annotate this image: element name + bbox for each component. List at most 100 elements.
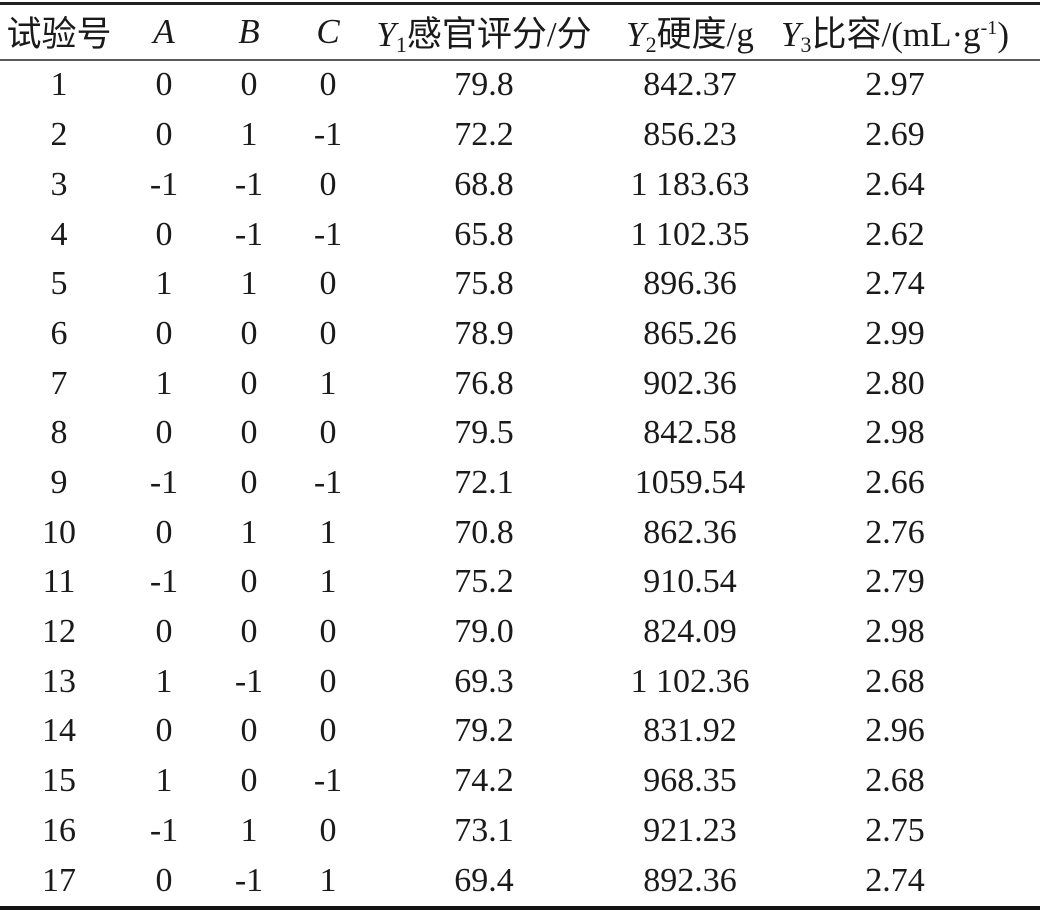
table-cell: 2.74 <box>865 265 925 303</box>
table-row: 6 0 0 0 78.9 865.26 2.99 <box>0 309 1040 359</box>
table-cell: 902.36 <box>643 364 737 402</box>
header-row: 试验号 A B C Y1感官评分/分 Y2硬度/g Y3比容/( <box>0 4 1040 60</box>
table-cell: 1 102.36 <box>630 662 750 700</box>
table-cell: 0 <box>319 712 337 750</box>
table-cell: 910.54 <box>643 563 737 601</box>
table-cell: 0 <box>240 613 258 651</box>
table-cell: 2.96 <box>865 712 925 750</box>
table-cell: 0 <box>240 464 258 502</box>
table-cell: 0 <box>319 165 337 203</box>
table-cell: 9 <box>50 464 68 502</box>
table-cell: 0 <box>319 265 337 303</box>
table-cell: 0 <box>319 414 337 452</box>
table-cell: 17 <box>42 861 76 899</box>
table-cell: 79.0 <box>454 613 514 651</box>
table-cell: 2.75 <box>865 811 925 849</box>
table-cell: 0 <box>319 662 337 700</box>
col-header-trial-number: 试验号 <box>0 4 118 60</box>
response-symbol: Y <box>781 15 801 55</box>
table-cell: 75.8 <box>454 265 514 303</box>
table-cell: 0 <box>319 811 337 849</box>
table-cell: 1 <box>240 116 258 154</box>
table-cell: 862.36 <box>643 513 737 551</box>
table-cell: 0 <box>319 613 337 651</box>
table-cell: -1 <box>149 165 179 203</box>
table-cell: 2 <box>50 116 68 154</box>
col-header-factor-a: A <box>118 4 210 60</box>
table-cell: 68.8 <box>454 165 514 203</box>
table-cell: -1 <box>313 762 343 800</box>
table-cell: 15 <box>42 762 76 800</box>
table-cell: 0 <box>155 513 173 551</box>
table-cell: 7 <box>50 364 68 402</box>
table-cell: 1 <box>319 513 337 551</box>
table-cell: 78.9 <box>454 315 514 352</box>
table-cell: 65.8 <box>454 215 514 253</box>
table-body: 1 0 0 0 79.8 842.37 2.97 2 0 1 -1 72.2 856.23 2.69 3 -1… <box>0 60 1040 909</box>
table-cell: 842.37 <box>643 66 737 104</box>
col-header-factor-b: B <box>210 4 288 60</box>
table-cell: 2.80 <box>865 364 925 402</box>
table-cell: 2.68 <box>865 662 925 700</box>
table-cell: -1 <box>149 811 179 849</box>
table-row: 13 1 -1 0 69.3 1 102.36 2.68 <box>0 657 1040 707</box>
table-cell: 13 <box>42 662 76 700</box>
table-cell: 76.8 <box>454 364 514 402</box>
table-cell: 1059.54 <box>634 464 746 502</box>
table-cell: 73.1 <box>454 811 514 849</box>
table-cell: 2.98 <box>865 613 925 651</box>
table-cell: 79.5 <box>454 414 514 452</box>
table-header: 试验号 A B C Y1感官评分/分 Y2硬度/g Y3比容/( <box>0 4 1040 60</box>
table-row: 9 -1 0 -1 72.1 1059.54 2.66 <box>0 458 1040 508</box>
table-cell: 892.36 <box>643 861 737 899</box>
table-cell: -1 <box>149 464 179 502</box>
table-cell: 14 <box>42 712 76 750</box>
table-cell: 1 <box>155 265 173 303</box>
table-cell: 2.97 <box>865 66 925 104</box>
table-row: 4 0 -1 -1 65.8 1 102.35 2.62 <box>0 210 1040 260</box>
table-cell: 0 <box>155 613 173 651</box>
col-header-label-suffix: ) <box>997 15 1009 55</box>
table-cell: 2.99 <box>865 315 925 352</box>
response-subscript: 1 <box>395 32 407 58</box>
table-cell: 856.23 <box>643 116 737 154</box>
col-header-label: 硬度/g <box>656 15 754 55</box>
table-cell: 74.2 <box>454 762 514 800</box>
table-cell: 72.1 <box>454 464 514 502</box>
table-cell: 0 <box>155 116 173 154</box>
table-cell: 1 <box>240 811 258 849</box>
table-cell: 2.76 <box>865 513 925 551</box>
table-cell: 69.3 <box>454 662 514 700</box>
col-header-y2-hardness: Y2硬度/g <box>600 4 780 60</box>
table-cell: 0 <box>240 414 258 452</box>
table-cell: 6 <box>50 315 68 352</box>
table-row: 15 1 0 -1 74.2 968.35 2.68 <box>0 756 1040 806</box>
table-row: 12 0 0 0 79.0 824.09 2.98 <box>0 607 1040 657</box>
table-row: 3 -1 -1 0 68.8 1 183.63 2.64 <box>0 160 1040 210</box>
table-cell: 0 <box>155 861 173 899</box>
table-cell: -1 <box>313 116 343 154</box>
table-cell: 921.23 <box>643 811 737 849</box>
table-row: 14 0 0 0 79.2 831.92 2.96 <box>0 707 1040 757</box>
table-row: 16 -1 1 0 73.1 921.23 2.75 <box>0 806 1040 856</box>
table-cell: 0 <box>155 215 173 253</box>
table-cell: 896.36 <box>643 265 737 303</box>
table-cell: -1 <box>313 215 343 253</box>
response-symbol: Y <box>376 15 396 55</box>
table-cell: 0 <box>240 315 258 352</box>
table-cell: 70.8 <box>454 513 514 551</box>
table-cell: 11 <box>42 563 76 601</box>
table-row: 2 0 1 -1 72.2 856.23 2.69 <box>0 110 1040 160</box>
response-subscript: 3 <box>800 32 812 58</box>
table-cell: 0 <box>155 712 173 750</box>
table-cell: 0 <box>240 66 258 104</box>
table-cell: 0 <box>155 66 173 104</box>
table-cell: 1 <box>319 563 337 601</box>
response-subscript: 2 <box>645 32 657 58</box>
table-cell: 72.2 <box>454 116 514 154</box>
table-row: 10 0 1 1 70.8 862.36 2.76 <box>0 508 1040 558</box>
table-cell: -1 <box>313 464 343 502</box>
table-cell: 2.79 <box>865 563 925 601</box>
table-cell: 5 <box>50 265 68 303</box>
table-row: 8 0 0 0 79.5 842.58 2.98 <box>0 409 1040 459</box>
